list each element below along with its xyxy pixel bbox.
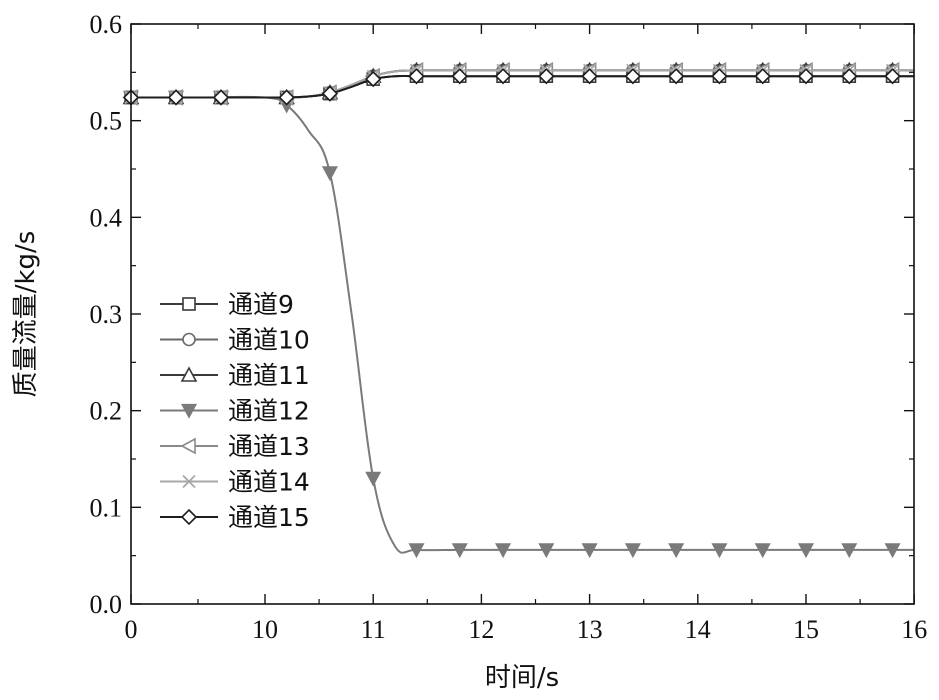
data-point-marker: [624, 543, 641, 559]
legend-label: 通道10: [228, 326, 310, 355]
series-line: [131, 74, 915, 99]
y-tick-label: 0.4: [90, 203, 123, 232]
legend-label: 通道15: [228, 503, 310, 532]
y-tick-label: 0.5: [90, 107, 123, 136]
x-tick-label: 16: [901, 615, 927, 644]
data-point-marker: [581, 543, 598, 559]
data-point-marker: [538, 68, 555, 85]
legend-item: 通道12: [160, 397, 310, 426]
data-point-marker: [797, 543, 815, 559]
x-tick-label: 14: [685, 615, 711, 644]
series-line: [131, 69, 915, 99]
data-point-marker: [451, 68, 468, 85]
data-point-marker: [494, 68, 512, 85]
data-point-marker: [278, 89, 295, 106]
series-line: [131, 69, 915, 99]
data-point-marker: [624, 68, 642, 85]
data-point-marker: [408, 543, 425, 559]
x-tick-label: 15: [793, 615, 819, 644]
series-lines: [122, 61, 915, 559]
legend-label: 通道13: [228, 432, 310, 461]
x-tick-label: 12: [468, 615, 494, 644]
data-point-marker: [581, 68, 598, 85]
data-point-marker: [451, 543, 468, 559]
y-tick-label: 0.1: [90, 493, 123, 522]
legend-item: 通道10: [160, 326, 310, 355]
legend-item: 通道11: [160, 361, 310, 390]
legend-marker: [180, 403, 198, 419]
legend-label: 通道11: [228, 361, 310, 390]
legend-label: 通道14: [228, 468, 310, 497]
legend: 通道9 通道10 通道11 通道12 通道13 通道14 通道15: [160, 290, 310, 532]
data-point-marker: [884, 543, 901, 559]
legend-marker: [180, 508, 198, 526]
legend-item: 通道13: [160, 432, 310, 461]
legend-item: 通道15: [160, 503, 310, 532]
data-point-marker: [884, 68, 901, 85]
data-point-marker: [841, 543, 858, 559]
data-point-marker: [321, 85, 339, 102]
x-axis-title: 时间/s: [485, 663, 559, 693]
plot-frame: [130, 23, 915, 605]
data-point-marker: [668, 543, 685, 559]
series-line: [131, 74, 915, 99]
series-line: [131, 69, 915, 99]
x-tick-label: 13: [577, 615, 603, 644]
data-point-marker: [538, 543, 555, 559]
tick-labels: 0.0 0.1 0.2 0.3 0.4 0.5 0.6 0 10 11 12 13 14 15 16: [90, 10, 928, 644]
data-point-marker: [365, 471, 382, 487]
y-axis-title: 质量流量/kg/s: [11, 231, 41, 398]
data-point-marker: [495, 543, 512, 559]
x-tick-label: 0: [125, 615, 138, 644]
legend-marker: [180, 437, 196, 455]
legend-marker: [182, 474, 196, 489]
data-point-marker: [408, 68, 425, 85]
data-point-marker: [167, 89, 185, 106]
data-point-marker: [711, 68, 728, 85]
data-point-marker: [754, 68, 771, 85]
y-tick-label: 0.3: [90, 300, 123, 329]
data-point-marker: [711, 543, 728, 559]
data-point-marker: [797, 68, 815, 85]
data-point-marker: [841, 68, 858, 85]
legend-label: 通道9: [228, 290, 294, 319]
y-tick-label: 0.6: [90, 10, 123, 39]
legend-item: 通道14: [160, 468, 310, 497]
x-tick-label: 11: [361, 615, 386, 644]
legend-marker: [182, 297, 196, 311]
y-tick-label: 0.0: [90, 590, 123, 619]
legend-label: 通道12: [228, 397, 310, 426]
legend-marker: [182, 332, 196, 347]
legend-item: 通道9: [160, 290, 294, 319]
data-point-marker: [321, 166, 338, 182]
data-point-marker: [212, 89, 230, 106]
legend-marker: [180, 366, 198, 382]
series-7: [122, 68, 915, 106]
data-point-marker: [668, 68, 685, 85]
x-tick-label: 10: [252, 615, 278, 644]
series-line: [131, 69, 915, 99]
data-point-marker: [365, 70, 382, 88]
data-point-marker: [754, 543, 771, 559]
y-tick-label: 0.2: [90, 397, 123, 426]
